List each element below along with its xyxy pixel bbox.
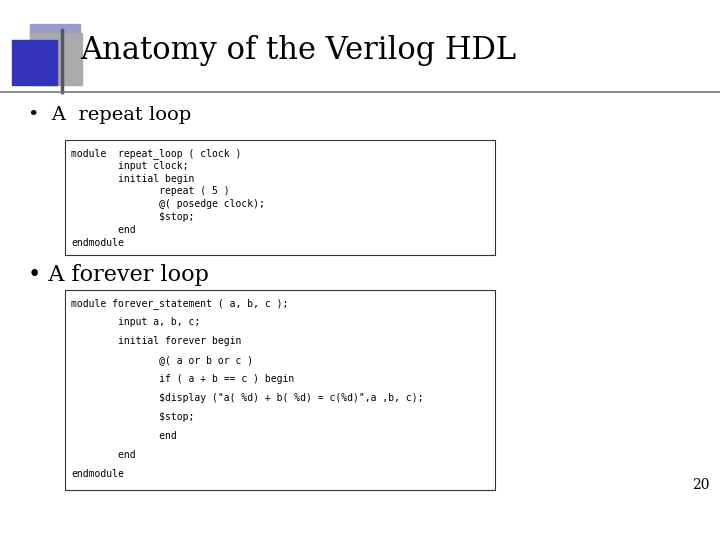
Text: @( posedge clock);: @( posedge clock); (71, 199, 265, 209)
Text: initial begin: initial begin (71, 173, 194, 184)
Text: end: end (71, 450, 135, 460)
Bar (30, 33, 82, 85)
Text: input a, b, c;: input a, b, c; (71, 317, 200, 327)
Text: $display ("a( %d) + b( %d) = c(%d)",a ,b, c);: $display ("a( %d) + b( %d) = c(%d)",a ,b… (71, 393, 423, 403)
Text: initial forever begin: initial forever begin (71, 336, 241, 346)
Text: endmodule: endmodule (71, 238, 124, 248)
Text: endmodule: endmodule (71, 469, 124, 479)
FancyBboxPatch shape (65, 290, 495, 490)
Text: Anatomy of the Verilog HDL: Anatomy of the Verilog HDL (80, 35, 516, 65)
FancyBboxPatch shape (65, 140, 495, 255)
Text: end: end (71, 431, 176, 441)
Text: repeat ( 5 ): repeat ( 5 ) (71, 186, 230, 197)
Text: @( a or b or c ): @( a or b or c ) (71, 355, 253, 365)
Text: $stop;: $stop; (71, 412, 194, 422)
Text: 20: 20 (693, 478, 710, 492)
Text: • A forever loop: • A forever loop (28, 264, 209, 286)
Text: input clock;: input clock; (71, 161, 189, 171)
Text: $stop;: $stop; (71, 212, 194, 222)
Text: module forever_statement ( a, b, c );: module forever_statement ( a, b, c ); (71, 298, 289, 309)
Text: module  repeat_loop ( clock ): module repeat_loop ( clock ) (71, 148, 241, 159)
Text: •  A  repeat loop: • A repeat loop (28, 106, 192, 124)
Bar (12, 40, 57, 85)
Text: if ( a + b == c ) begin: if ( a + b == c ) begin (71, 374, 294, 384)
Bar (30, 24, 80, 72)
Text: end: end (71, 225, 135, 235)
